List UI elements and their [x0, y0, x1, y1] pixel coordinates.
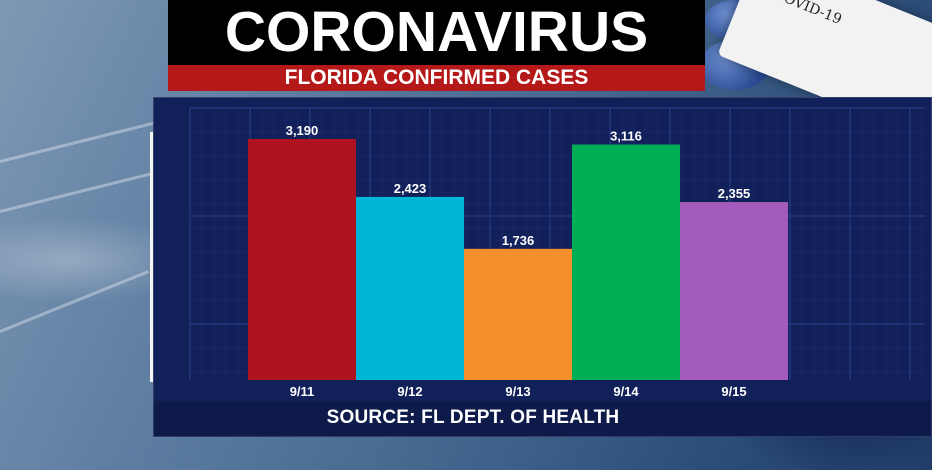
data-label: 3,190 [286, 123, 319, 138]
title-banner: CORONAVIRUS [168, 0, 705, 65]
bar-9-11 [248, 138, 356, 380]
page-title: CORONAVIRUS [224, 0, 649, 64]
panel-frame [153, 97, 932, 437]
subtitle-banner: FLORIDA CONFIRMED CASES [168, 65, 705, 91]
data-label: 2,355 [718, 186, 751, 201]
panel-edge-highlight [150, 132, 153, 382]
data-label: 1,736 [502, 233, 535, 248]
data-label: 2,423 [394, 181, 427, 196]
x-tick-label: 9/15 [721, 384, 746, 399]
x-tick-label: 9/13 [505, 384, 530, 399]
x-tick-label: 9/14 [613, 384, 639, 399]
bar-9-15 [680, 202, 788, 380]
bar-9-14 [572, 144, 680, 380]
bar-9-12 [356, 196, 464, 380]
bar-9-13 [464, 248, 572, 380]
source-band [153, 401, 932, 437]
source-caption: SOURCE: FL DEPT. OF HEALTH [326, 407, 620, 428]
x-tick-label: 9/11 [290, 384, 315, 399]
chart-subtitle: FLORIDA CONFIRMED CASES [284, 66, 589, 89]
data-label: 3,116 [610, 129, 642, 144]
x-tick-label: 9/12 [397, 384, 422, 399]
